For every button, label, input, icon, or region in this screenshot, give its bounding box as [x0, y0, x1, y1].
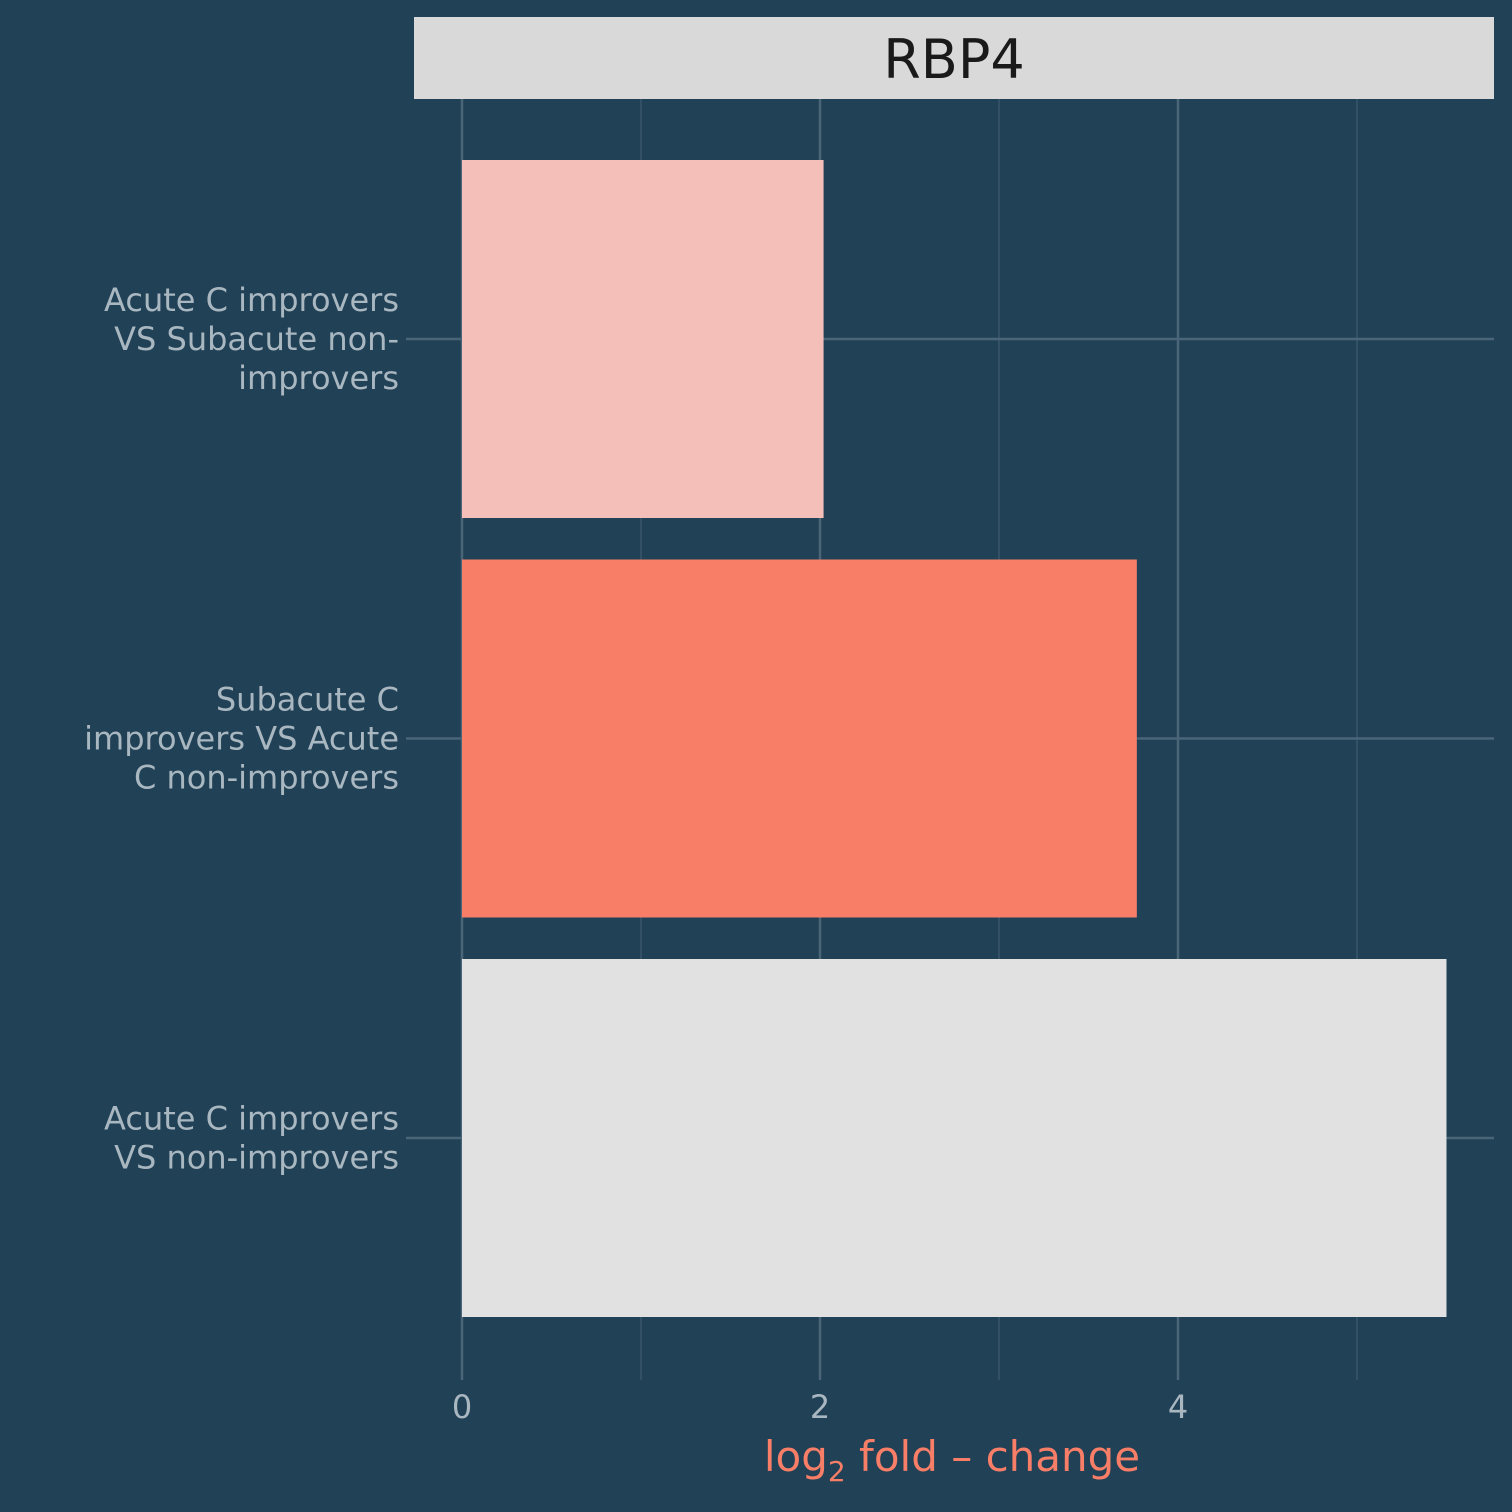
x-tick-label: 2	[810, 1388, 830, 1426]
y-category-label-line: C non-improvers	[134, 759, 399, 797]
bar	[462, 959, 1447, 1317]
x-axis-label: log2 fold – change	[764, 1432, 1140, 1488]
x-axis-label-subscript: 2	[828, 1455, 846, 1488]
x-tick-label: 4	[1168, 1388, 1188, 1426]
y-category-label-line: Subacute C	[216, 681, 399, 719]
y-category-label-line: Acute C improvers	[104, 1100, 399, 1138]
facet-title: RBP4	[883, 28, 1025, 91]
y-category-label-line: improvers VS Acute	[84, 720, 399, 758]
x-axis-tick-labels: 0 2 4	[452, 1388, 1188, 1426]
facet-strip-background	[414, 17, 1494, 99]
y-category-label-line: VS non-improvers	[114, 1139, 399, 1177]
x-tick-label: 0	[452, 1388, 472, 1426]
y-category-label: Acute C improvers VS non-improvers	[104, 1100, 399, 1177]
facet-strip: RBP4	[414, 17, 1494, 99]
x-axis-label-main: log	[764, 1432, 828, 1481]
y-category-label-line: improvers	[238, 359, 399, 397]
bars-layer	[462, 160, 1447, 1317]
x-axis-label-rest: fold – change	[846, 1432, 1140, 1481]
bar	[462, 160, 824, 518]
y-category-label-line: Acute C improvers	[104, 281, 399, 319]
y-category-label-line: VS Subacute non-	[114, 320, 399, 358]
y-category-label: Acute C improvers VS Subacute non-improve…	[104, 281, 399, 397]
bar	[462, 559, 1137, 918]
y-axis-category-labels: Acute C improvers VS Subacute non-improve…	[84, 281, 399, 1177]
